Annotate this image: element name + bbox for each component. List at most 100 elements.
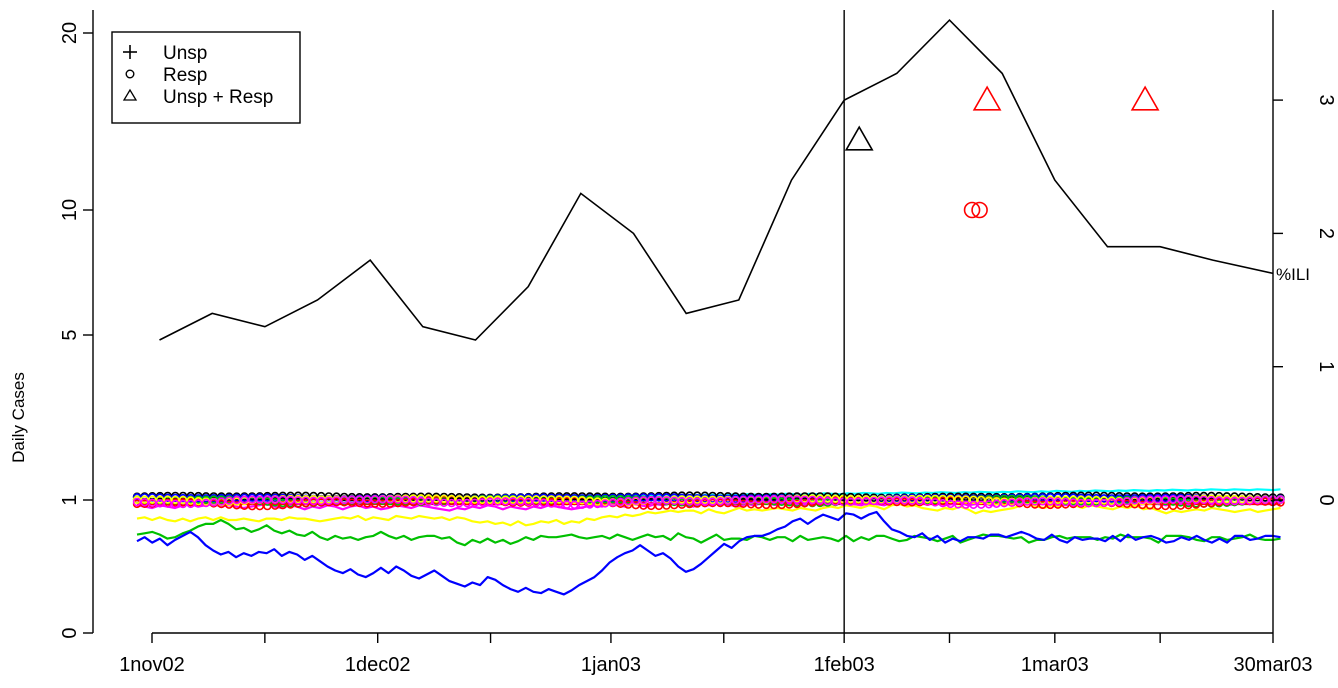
resp-circle-point: [1030, 500, 1040, 509]
legend-entry-label: Unsp + Resp: [163, 87, 273, 108]
resp-circle-point: [286, 495, 295, 505]
resp-circle-point: [247, 495, 257, 504]
resp-circle-point: [301, 496, 310, 505]
baseline-series-line: [136, 518, 1281, 547]
resp-circle-point: [739, 499, 748, 508]
legend-circle-symbol: [125, 69, 135, 79]
resp-circle-point: [585, 500, 594, 509]
resp-circle-point: [869, 496, 878, 506]
baseline-series-line: [136, 502, 1281, 527]
resp-circle-point: [1222, 496, 1232, 506]
resp-circle-point: [946, 499, 955, 509]
ili-series-line: [159, 18, 1274, 341]
resp-circle-point: [792, 499, 802, 509]
resp-circle-point: [478, 498, 487, 507]
left-axis-tick-label: 1: [59, 494, 81, 505]
resp-circle-point: [493, 497, 502, 506]
resp-circle-point: [639, 501, 648, 510]
resp-circle-point: [401, 498, 410, 507]
resp-circle-point: [508, 497, 518, 506]
resp-circle-point: [777, 500, 786, 510]
resp-circle-point: [976, 500, 986, 509]
resp-circle-point: [570, 495, 579, 505]
resp-circle-point: [1084, 495, 1093, 504]
resp-circle-point: [485, 497, 495, 507]
resp-circle-point: [1053, 500, 1063, 509]
resp-circle-point: [570, 500, 579, 509]
resp-circle-point: [1145, 501, 1155, 510]
resp-circle-point: [1069, 498, 1078, 507]
resp-circle-point: [608, 498, 617, 507]
resp-circle-point: [815, 496, 825, 505]
resp-circle-point: [884, 496, 894, 505]
resp-circle-point: [677, 497, 687, 506]
resp-circle-point: [554, 495, 564, 504]
resp-circle-point: [178, 495, 188, 505]
resp-circle-point: [562, 500, 571, 509]
resp-circle-point: [646, 493, 656, 502]
right-axis-title: %ILI: [1276, 265, 1310, 284]
resp-circle-point: [777, 495, 786, 504]
resp-circle-point: [984, 500, 994, 509]
left-axis-title: Daily Cases: [9, 372, 28, 463]
resp-circle-point: [823, 494, 832, 503]
resp-circle-point: [600, 499, 610, 508]
resp-circle-point: [501, 497, 510, 506]
resp-circle-point: [646, 496, 656, 505]
resp-circle-point: [861, 497, 871, 506]
left-axis-tick-label: 5: [59, 329, 81, 340]
resp-circle-point: [178, 499, 188, 509]
resp-circle-point: [524, 495, 533, 504]
resp-circle-point: [539, 498, 548, 508]
resp-circle-point: [309, 496, 318, 506]
resp-circle-point: [1099, 496, 1109, 505]
resp-circle-point: [739, 495, 748, 504]
baseline-series-line: [136, 510, 1281, 596]
x-axis-tick-label: 1nov02: [119, 654, 185, 676]
resp-circle-point: [363, 499, 372, 508]
resp-circle-point: [777, 497, 786, 506]
resp-circle-point: [1161, 495, 1170, 504]
resp-circle-point: [1015, 494, 1024, 504]
resp-circle-point: [478, 495, 487, 504]
resp-circle-point: [455, 498, 464, 508]
legend-entry-label: Resp: [163, 65, 207, 86]
markers-group: [844, 85, 1160, 219]
resp-circle-point: [1191, 495, 1201, 504]
legend-entry-label: Unsp: [163, 43, 207, 64]
resp-circle-point: [347, 495, 357, 504]
resp-circle-point: [854, 497, 863, 506]
resp-circle-point: [746, 495, 756, 504]
resp-circle-point: [623, 497, 633, 506]
resp-circle-point: [616, 497, 625, 507]
resp-circle-point: [155, 495, 165, 504]
resp-circle-point: [1092, 498, 1101, 508]
resp-circle-point: [1046, 497, 1055, 506]
resp-circle-point: [1069, 495, 1078, 504]
resp-circle-point: [892, 496, 901, 505]
resp-circle-point: [669, 496, 679, 505]
resp-circle-point: [1038, 497, 1047, 506]
circle-marker: [971, 201, 988, 219]
resp-circle-point: [800, 499, 809, 508]
resp-circle-point: [432, 498, 441, 507]
resp-circle-point: [685, 499, 694, 509]
resp-circle-point: [355, 495, 364, 504]
resp-circle-point: [923, 494, 932, 504]
resp-circle-point: [224, 500, 234, 509]
resp-circle-point: [1115, 497, 1124, 507]
resp-circle-point: [769, 500, 779, 510]
resp-circle-point: [838, 497, 848, 506]
resp-circle-point: [1130, 496, 1139, 505]
resp-circle-point: [1138, 500, 1147, 510]
resp-circle-point: [1168, 495, 1178, 504]
resp-circle-point: [332, 496, 341, 505]
resp-circle-point: [1260, 495, 1270, 505]
resp-circle-point: [393, 495, 403, 504]
resp-circle-point: [623, 500, 633, 509]
resp-circle-point: [792, 495, 802, 504]
legend-box: [111, 31, 301, 124]
resp-circle-point: [470, 498, 479, 507]
resp-circle-point: [201, 498, 211, 508]
